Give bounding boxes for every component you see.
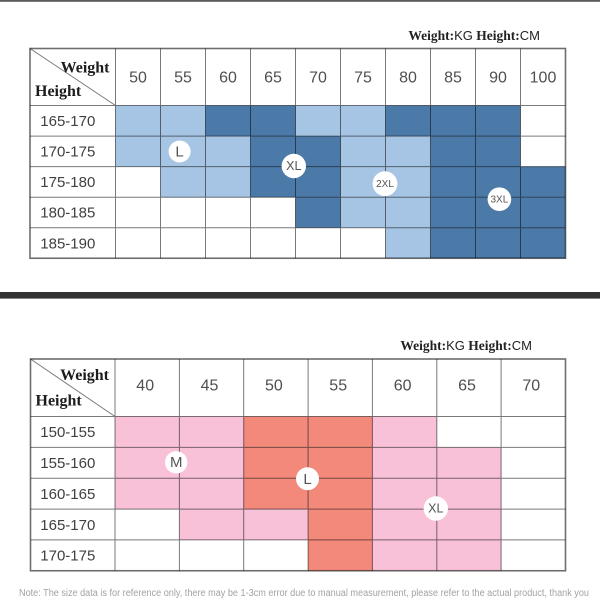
svg-text:3XL: 3XL bbox=[491, 195, 509, 206]
svg-text:Height: Height bbox=[35, 83, 82, 100]
svg-text:70: 70 bbox=[309, 70, 327, 87]
svg-text:150-155: 150-155 bbox=[40, 424, 95, 441]
svg-text:60: 60 bbox=[219, 70, 237, 87]
svg-text:60: 60 bbox=[394, 378, 412, 395]
svg-text:80: 80 bbox=[399, 70, 417, 87]
svg-text:55: 55 bbox=[174, 70, 192, 87]
svg-text:50: 50 bbox=[265, 378, 283, 395]
svg-text:90: 90 bbox=[489, 70, 507, 87]
svg-text:70: 70 bbox=[522, 378, 540, 395]
svg-text:175-180: 175-180 bbox=[40, 174, 95, 191]
svg-text:75: 75 bbox=[354, 70, 372, 87]
svg-text:50: 50 bbox=[129, 70, 147, 87]
svg-text:45: 45 bbox=[201, 378, 219, 395]
svg-text:L: L bbox=[303, 471, 311, 488]
svg-text:165-170: 165-170 bbox=[40, 113, 95, 130]
svg-text:160-165: 160-165 bbox=[40, 486, 95, 503]
svg-text:2XL: 2XL bbox=[376, 179, 394, 190]
svg-text:185-190: 185-190 bbox=[40, 235, 95, 252]
svg-text:Weight: Weight bbox=[61, 59, 111, 76]
svg-text:65: 65 bbox=[458, 378, 476, 395]
svg-text:Note: The size data is for ref: Note: The size data is for reference onl… bbox=[19, 588, 589, 599]
svg-text:L: L bbox=[175, 143, 183, 160]
svg-text:XL: XL bbox=[428, 502, 443, 516]
svg-text:170-175: 170-175 bbox=[40, 144, 95, 161]
svg-text:M: M bbox=[170, 454, 183, 471]
svg-text:Weight:KG Height:CM: Weight:KG Height:CM bbox=[408, 28, 540, 43]
svg-text:40: 40 bbox=[136, 378, 154, 395]
svg-text:Weight: Weight bbox=[60, 367, 110, 384]
svg-text:180-185: 180-185 bbox=[40, 205, 95, 222]
svg-text:Height: Height bbox=[36, 393, 83, 410]
svg-text:55: 55 bbox=[329, 378, 347, 395]
svg-text:XL: XL bbox=[286, 159, 301, 173]
svg-text:165-170: 165-170 bbox=[40, 517, 95, 534]
svg-text:170-175: 170-175 bbox=[40, 548, 95, 565]
svg-text:65: 65 bbox=[264, 70, 282, 87]
svg-text:100: 100 bbox=[530, 70, 557, 87]
svg-text:155-160: 155-160 bbox=[40, 455, 95, 472]
svg-text:85: 85 bbox=[444, 70, 462, 87]
svg-text:Weight:KG Height:CM: Weight:KG Height:CM bbox=[400, 338, 532, 353]
